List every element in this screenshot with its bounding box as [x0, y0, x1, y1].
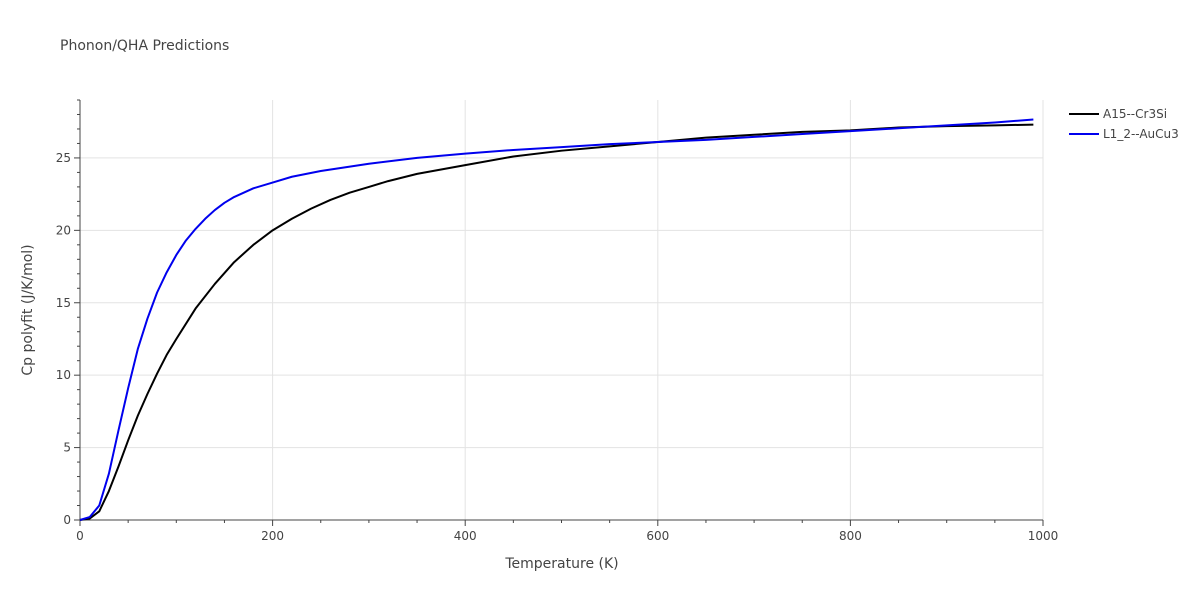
y-tick-label: 20	[56, 223, 71, 237]
x-tick-label: 600	[646, 529, 669, 543]
legend-label: A15--Cr3Si	[1103, 107, 1167, 121]
legend-item-0[interactable]: A15--Cr3Si	[1069, 107, 1167, 121]
y-tick-label: 0	[63, 513, 71, 527]
x-tick-label: 1000	[1028, 529, 1059, 543]
legend-label: L1_2--AuCu3	[1103, 127, 1179, 141]
x-tick-label: 0	[76, 529, 84, 543]
series-line-1[interactable]	[79, 118, 1034, 521]
y-axis-title: Cp polyfit (J/K/mol)	[20, 244, 36, 375]
series-line-0[interactable]	[79, 123, 1034, 521]
x-tick-label: 400	[454, 529, 477, 543]
plot-area	[79, 118, 1034, 521]
grid	[80, 100, 1044, 520]
legend[interactable]: A15--Cr3Si L1_2--AuCu3	[1069, 107, 1179, 141]
chart-title: Phonon/QHA Predictions	[60, 38, 229, 54]
y-tick-label: 5	[63, 441, 71, 455]
y-tick-label: 15	[56, 296, 71, 310]
x-axis-title: Temperature (K)	[504, 556, 618, 572]
y-tick-label: 25	[56, 151, 71, 165]
x-tick-label: 200	[261, 529, 284, 543]
legend-item-1[interactable]: L1_2--AuCu3	[1069, 127, 1179, 141]
y-tick-label: 10	[56, 368, 71, 382]
x-tick-label: 800	[839, 529, 862, 543]
axes: 0 200 400 600 800 1000 0 5 10 15 20 25	[56, 99, 1059, 543]
